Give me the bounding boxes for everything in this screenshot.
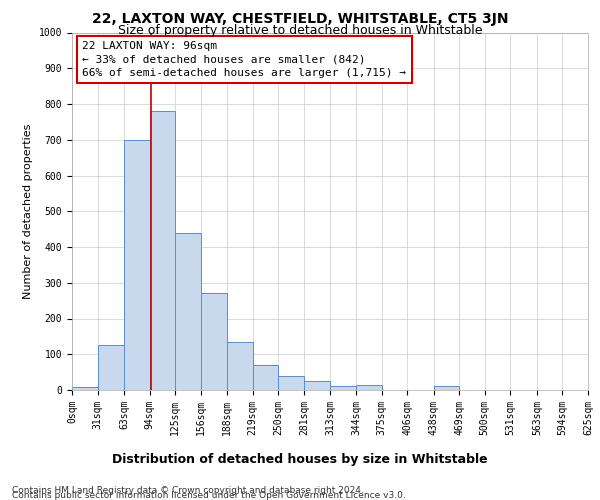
Text: 22, LAXTON WAY, CHESTFIELD, WHITSTABLE, CT5 3JN: 22, LAXTON WAY, CHESTFIELD, WHITSTABLE, … (92, 12, 508, 26)
Bar (175, 232, 201, 390)
Bar (227, 342, 253, 390)
Bar (124, 140, 149, 390)
Text: Contains public sector information licensed under the Open Government Licence v3: Contains public sector information licen… (12, 491, 406, 500)
Bar (149, 111, 175, 390)
Bar (304, 381, 331, 390)
Text: Size of property relative to detached houses in Whitstable: Size of property relative to detached ho… (118, 24, 482, 37)
Bar (434, 386, 459, 390)
Bar (201, 294, 227, 390)
Text: Distribution of detached houses by size in Whitstable: Distribution of detached houses by size … (112, 452, 488, 466)
Bar (72, 387, 98, 390)
Y-axis label: Number of detached properties: Number of detached properties (23, 124, 33, 299)
Text: 22 LAXTON WAY: 96sqm
← 33% of detached houses are smaller (842)
66% of semi-deta: 22 LAXTON WAY: 96sqm ← 33% of detached h… (82, 42, 406, 78)
Bar (253, 365, 278, 390)
Bar (98, 346, 124, 390)
Bar (278, 376, 304, 390)
Text: Contains HM Land Registry data © Crown copyright and database right 2024.: Contains HM Land Registry data © Crown c… (12, 486, 364, 495)
Bar (356, 386, 382, 390)
Bar (331, 386, 356, 390)
